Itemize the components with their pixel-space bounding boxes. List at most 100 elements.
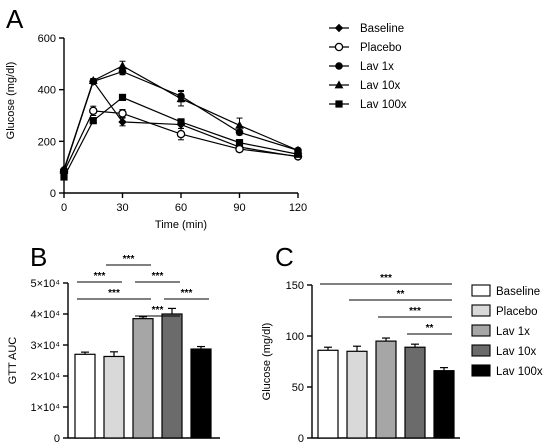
bar-placebo	[103, 351, 125, 439]
legend-swatch	[471, 364, 491, 377]
data-point	[294, 150, 302, 158]
significance-label: **	[426, 323, 434, 334]
legend-label: Lav 10x	[360, 80, 401, 92]
significance-bracket: ***	[164, 288, 209, 300]
legend-item: Lav 10x	[471, 344, 537, 358]
legend-marker	[335, 62, 343, 70]
bar	[74, 353, 96, 439]
y-axis-title: Glucose (mg/dl)	[5, 62, 17, 140]
legend-label: Lav 100x	[496, 366, 543, 378]
significance-label: ***	[152, 305, 164, 316]
legend-label: Lav 10x	[496, 346, 537, 358]
y-tick-label: 150	[286, 280, 304, 292]
x-axis-title: Time (min)	[155, 219, 207, 231]
data-point	[89, 117, 97, 125]
x-tick-label: 0	[61, 202, 67, 214]
bar-placebo	[346, 345, 368, 439]
significance-label: ***	[94, 271, 106, 282]
panel-c-letter: C	[275, 242, 294, 272]
y-tick-label: 50	[292, 382, 304, 394]
significance-bracket: ***	[135, 271, 180, 283]
legend-swatch	[471, 304, 491, 317]
y-tick-label: 200	[38, 136, 56, 148]
data-point	[118, 109, 127, 118]
series-line	[63, 65, 299, 171]
legend-swatch	[471, 284, 491, 297]
y-tick-label: 4×10⁴	[30, 309, 60, 321]
panel-a-letter: A	[6, 4, 24, 34]
significance-bracket: ***	[378, 306, 452, 318]
legend-item: Placebo	[471, 304, 538, 318]
legend-label: Lav 1x	[496, 326, 530, 338]
legend-label: Lav 100x	[360, 99, 407, 111]
bar	[132, 318, 154, 439]
significance-bracket: ***	[77, 288, 151, 300]
significance-label: **	[397, 289, 405, 300]
y-tick-label: 5×10⁴	[30, 278, 60, 290]
data-point	[89, 106, 98, 116]
series-line	[63, 110, 299, 173]
bar-lav-1x	[375, 337, 397, 439]
legend-label: Baseline	[360, 23, 404, 35]
data-point	[176, 94, 186, 103]
legend-item: Placebo	[329, 42, 402, 54]
data-point	[118, 67, 127, 76]
data-point	[60, 173, 68, 181]
y-tick-label: 0	[298, 433, 304, 445]
significance-label: ***	[181, 288, 193, 299]
data-point	[118, 117, 127, 127]
significance-bracket: ***	[135, 305, 180, 317]
legend-item: Lav 10x	[329, 80, 401, 92]
bar	[317, 349, 339, 439]
legend-item: Lav 100x	[329, 99, 407, 111]
y-tick-label: 100	[286, 331, 304, 343]
data-point	[235, 144, 244, 154]
series-line	[63, 96, 299, 178]
series-lav-10x	[59, 60, 303, 174]
y-tick-label: 600	[38, 33, 56, 45]
x-tick-label: 30	[116, 202, 128, 214]
panel-b-letter: B	[30, 242, 47, 272]
significance-bracket: **	[407, 323, 452, 335]
data-point	[118, 61, 127, 70]
significance-label: ***	[409, 306, 421, 317]
data-point	[118, 93, 127, 102]
y-tick-label: 0	[50, 188, 56, 200]
data-point	[177, 118, 185, 126]
legend-label: Lav 1x	[360, 61, 394, 73]
legend-item: Baseline	[471, 284, 540, 298]
significance-label: ***	[123, 254, 135, 265]
bar	[346, 350, 368, 439]
legend-marker	[334, 23, 344, 33]
y-tick-label: 2×10⁴	[30, 371, 60, 383]
data-point	[176, 129, 186, 139]
x-tick-label: 120	[289, 202, 307, 214]
legend-label: Placebo	[496, 306, 538, 318]
panel-a-line-chart: 0 200 400 600 0 30 60 90 120 Time (min) Glucose (m…	[5, 23, 407, 231]
bar-baseline	[74, 351, 96, 439]
y-tick-label: 0	[54, 433, 60, 445]
legend-item: Lav 1x	[329, 61, 394, 73]
bar-baseline	[317, 346, 339, 439]
bar	[103, 355, 125, 439]
legend-marker	[334, 42, 344, 52]
legend-swatch	[471, 344, 491, 357]
significance-label: ***	[380, 273, 392, 284]
bar	[190, 348, 212, 439]
significance-label: ***	[152, 271, 164, 282]
legend-marker	[334, 80, 344, 89]
bar-lav-1x	[132, 316, 154, 439]
legend-item: Lav 1x	[471, 324, 530, 338]
legend-marker	[335, 100, 343, 108]
data-point	[235, 139, 244, 147]
significance-bracket: **	[349, 289, 452, 301]
legend-item: Baseline	[329, 23, 404, 35]
bar-lav-10x	[161, 307, 183, 439]
legend-label: Placebo	[360, 42, 402, 54]
bar-lav-10x	[404, 343, 426, 439]
x-tick-label: 60	[175, 202, 187, 214]
data-point	[88, 76, 98, 85]
